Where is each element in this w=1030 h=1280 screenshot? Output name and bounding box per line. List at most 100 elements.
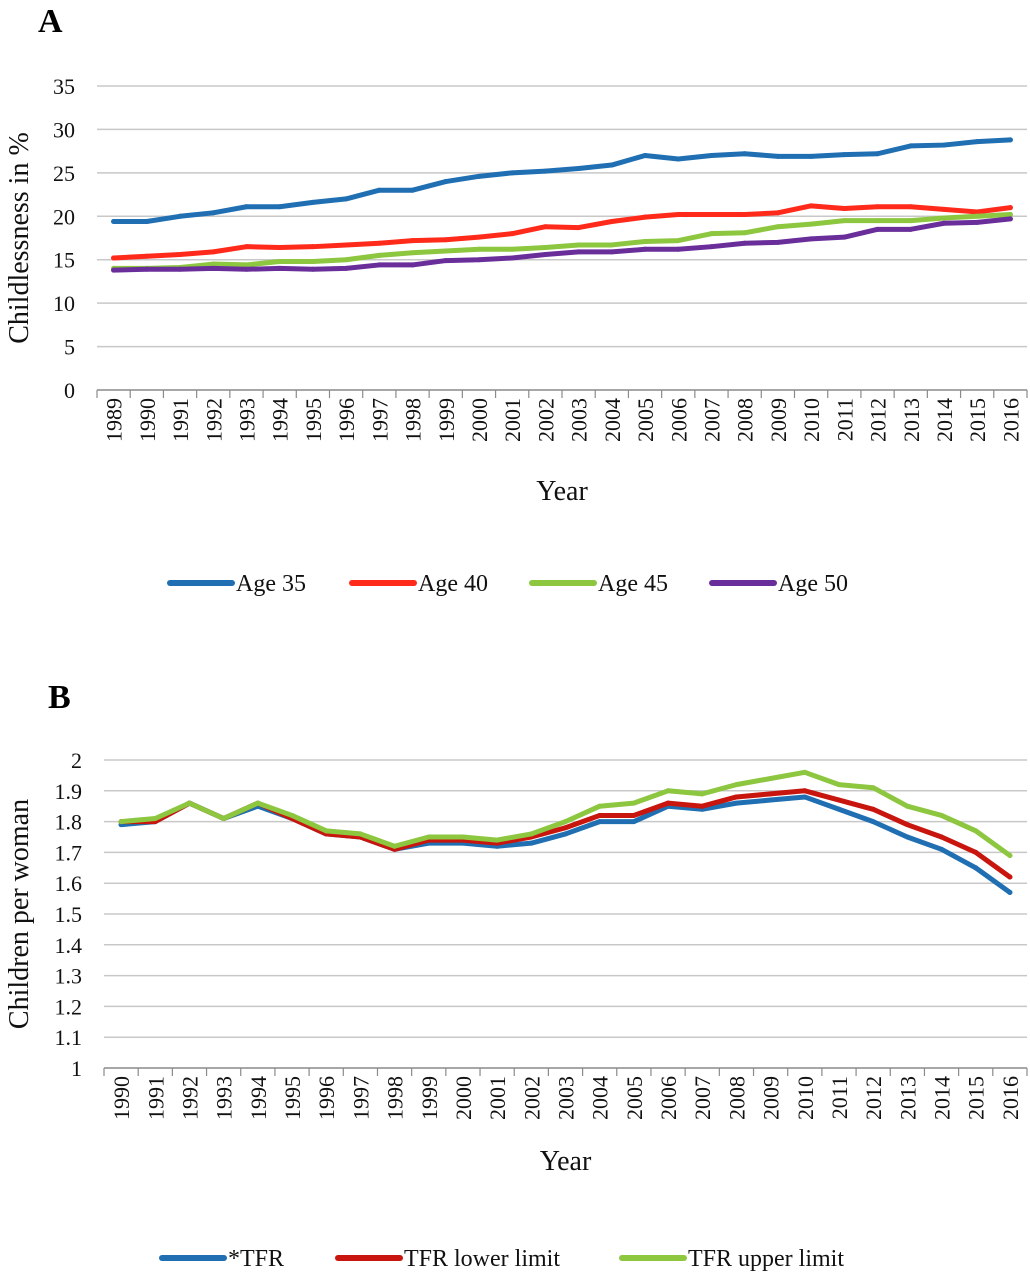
x-tick-label: 2002 <box>533 398 558 442</box>
data-point <box>875 151 881 157</box>
data-point <box>1007 889 1013 895</box>
x-tick-label: 1990 <box>135 398 160 442</box>
data-point <box>542 245 548 251</box>
x-tick-label: 1998 <box>383 1076 408 1120</box>
y-tick-label: 1.9 <box>55 779 83 804</box>
x-tick-label: 2006 <box>666 398 691 442</box>
data-point <box>875 226 881 232</box>
x-tick-label: 1993 <box>234 398 259 442</box>
x-tick-label: 2008 <box>733 398 758 442</box>
data-point <box>802 769 808 775</box>
chart-panel-a: 0 5 10 15 20 25 30 35 1989 1990 1991 1992 1993 1994 19… <box>4 74 1028 597</box>
data-point <box>476 257 482 263</box>
data-point <box>443 258 449 264</box>
data-point <box>870 819 876 825</box>
x-tick-label: 1997 <box>367 398 392 442</box>
series-age-45 <box>111 212 1013 271</box>
data-point <box>609 242 615 248</box>
y-tick-label: 35 <box>53 74 75 99</box>
x-tick-label: 2000 <box>451 1076 476 1120</box>
data-point <box>310 244 316 250</box>
x-tick-label: 1996 <box>314 1076 339 1120</box>
data-point <box>742 240 748 246</box>
series-line <box>111 216 1013 273</box>
data-point <box>597 812 603 818</box>
data-point <box>768 797 774 803</box>
x-tick-label: 1991 <box>143 1076 168 1120</box>
data-point <box>186 800 192 806</box>
x-tick-label: 2010 <box>799 398 824 442</box>
data-point <box>243 204 249 210</box>
data-point <box>642 152 648 158</box>
data-point <box>310 266 316 272</box>
data-point <box>1007 205 1013 211</box>
y-axis-title: Children per woman <box>4 799 35 1029</box>
x-tick-label: 2002 <box>519 1076 544 1120</box>
y-tick-label: 25 <box>53 161 75 186</box>
data-point <box>563 825 568 831</box>
data-point <box>708 212 714 218</box>
data-point <box>665 788 671 794</box>
series-line <box>118 769 1013 858</box>
data-point <box>111 267 117 273</box>
data-point <box>808 153 814 159</box>
legend-label: Age 40 <box>418 571 488 597</box>
x-tick-label: 2005 <box>633 398 658 442</box>
data-point <box>144 218 150 224</box>
data-point <box>808 236 814 242</box>
data-point <box>642 246 648 252</box>
data-point <box>675 238 681 244</box>
panel-label-b: B <box>48 679 71 716</box>
series-line <box>111 203 1013 261</box>
data-point <box>277 245 283 251</box>
data-point <box>941 142 947 148</box>
data-point <box>836 797 842 803</box>
legend-label: Age 35 <box>236 571 306 597</box>
data-point <box>443 179 449 185</box>
series-age-50 <box>111 216 1013 273</box>
x-tick-label: 2013 <box>899 398 924 442</box>
data-point <box>357 831 363 837</box>
x-tick-label: 2010 <box>793 1076 818 1120</box>
data-point <box>221 816 227 822</box>
data-point <box>277 265 283 271</box>
data-point <box>908 218 914 224</box>
y-tick-label: 1.6 <box>55 871 83 896</box>
x-tick-label: 2016 <box>998 398 1023 442</box>
data-point <box>642 238 648 244</box>
x-tick-label: 2016 <box>998 1076 1023 1120</box>
data-point <box>177 266 183 272</box>
series-age-35 <box>111 137 1013 224</box>
y-tick-label: 2 <box>71 748 82 773</box>
data-point <box>941 206 947 212</box>
x-tick-label: 1999 <box>434 398 459 442</box>
data-point <box>542 168 548 174</box>
x-tick-label: 1995 <box>301 398 326 442</box>
data-point <box>870 806 876 812</box>
data-point <box>597 803 603 809</box>
data-point <box>939 834 945 840</box>
data-point <box>733 782 739 788</box>
data-point <box>476 234 482 240</box>
x-tick-label: 2006 <box>656 1076 681 1120</box>
series-line <box>111 137 1013 224</box>
x-tick-label: 1994 <box>268 398 293 442</box>
y-tick-label: 1.1 <box>55 1025 83 1050</box>
data-point <box>675 156 681 162</box>
data-point <box>973 849 979 855</box>
y-tick-label: 1.8 <box>55 810 83 835</box>
x-tick-label: 2000 <box>467 398 492 442</box>
x-tick-label: 2012 <box>861 1076 886 1120</box>
x-tick-label: 2003 <box>567 398 592 442</box>
data-point <box>841 218 847 224</box>
x-tick-label: 2007 <box>690 1076 715 1120</box>
data-point <box>836 806 842 812</box>
data-point <box>642 214 648 220</box>
x-tick-label: 1995 <box>280 1076 305 1120</box>
y-tick-label: 1.7 <box>55 840 83 865</box>
data-point <box>609 218 615 224</box>
panel-label-a: A <box>38 3 63 40</box>
x-tick-label: 1989 <box>102 398 127 442</box>
data-point <box>177 252 183 258</box>
x-tick-label: 2014 <box>930 1076 955 1120</box>
